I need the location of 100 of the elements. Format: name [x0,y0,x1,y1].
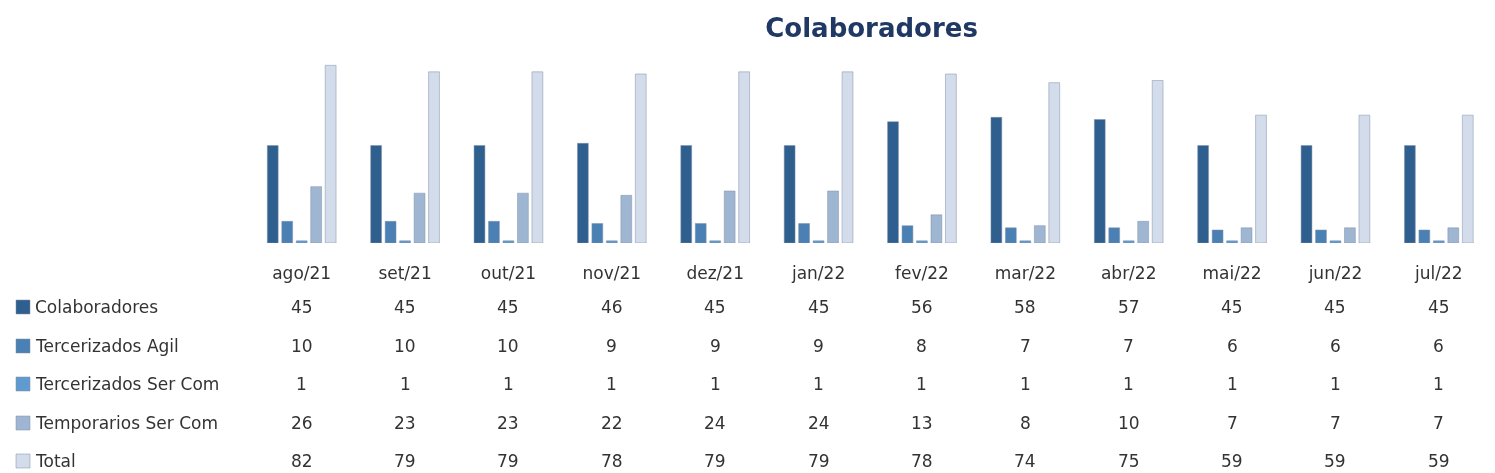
data-label: 8 [916,336,927,356]
bar [1226,240,1238,243]
bar [723,190,736,243]
data-label: 9 [606,336,617,356]
bar [1034,225,1046,243]
legend-label: Total [35,451,76,471]
data-label: 45 [1428,297,1450,317]
bar [620,195,632,243]
data-label: 1 [813,374,824,394]
data-label: 1 [710,374,721,394]
bar [517,192,529,243]
bar [1344,227,1356,243]
data-label: 74 [1014,451,1036,471]
data-label: 24 [704,413,726,433]
data-label: 9 [710,336,721,356]
bar [577,143,589,243]
bar [1447,227,1459,243]
data-label: 10 [291,336,313,356]
data-label: 45 [704,297,726,317]
x-tick-label: ago/21 [272,263,332,283]
bar [591,223,604,243]
bar [296,240,308,243]
data-label: 6 [1433,336,1444,356]
data-label: 46 [601,297,623,317]
data-label: 45 [808,297,830,317]
bar [1358,114,1371,243]
bar [1019,240,1031,243]
data-label: 1 [916,374,927,394]
bar [738,71,750,243]
bar [709,240,721,243]
x-tick-label: abr/22 [1100,263,1157,283]
x-tick-label: jun/22 [1307,263,1363,283]
data-label: 6 [1227,336,1238,356]
data-label: 59 [1221,451,1243,471]
data-label: 10 [394,336,416,356]
bar [1255,114,1267,243]
legend-label: Tercerizados Agil [35,336,179,356]
bar [488,221,500,243]
data-label: 10 [1118,413,1140,433]
bar [680,145,692,243]
bar [1462,114,1474,243]
data-label: 1 [400,374,411,394]
data-label: 24 [808,413,830,433]
bar [502,240,515,243]
data-label: 57 [1118,297,1140,317]
data-label: 7 [1123,336,1134,356]
data-label: 1 [1020,374,1031,394]
bar [1240,227,1253,243]
data-label: 1 [1330,374,1341,394]
data-label: 78 [601,451,623,471]
bar [901,225,914,243]
data-label: 45 [1324,297,1346,317]
legend-label: Temporarios Ser Com [35,413,218,433]
data-label: 1 [1123,374,1134,394]
x-tick-label: jan/22 [790,263,846,283]
bar [1151,80,1164,243]
bar [384,221,397,243]
bar [370,145,382,243]
data-label: 13 [911,413,933,433]
bar [399,240,411,243]
data-label: 8 [1020,413,1031,433]
bar [324,65,337,243]
data-label: 1 [1433,374,1444,394]
bar [1094,119,1106,243]
bar [635,73,647,243]
data-label: 59 [1324,451,1346,471]
bar [812,240,825,243]
x-tick-label: mar/22 [994,263,1056,283]
bar [1211,229,1224,243]
bar [916,240,928,243]
data-label: 26 [291,413,313,433]
bar [1315,229,1327,243]
bar [1404,145,1416,243]
data-label: 1 [606,374,617,394]
data-label: 9 [813,336,824,356]
data-label: 79 [497,451,519,471]
data-label: 79 [808,451,830,471]
data-label: 56 [911,297,933,317]
bar [887,121,899,243]
data-label: 10 [497,336,519,356]
bar [1418,229,1431,243]
bar [1329,240,1342,243]
x-tick-label: nov/21 [582,263,642,283]
bar [1048,82,1060,243]
bar [990,117,1003,243]
bar [281,221,293,243]
x-tick-label: jul/22 [1414,263,1463,283]
x-tick-label: set/21 [378,263,432,283]
bar [1433,240,1445,243]
legend-label: Colaboradores [35,297,159,317]
data-label: 45 [497,297,519,317]
x-tick-label: mai/22 [1202,263,1262,283]
data-label: 45 [291,297,313,317]
data-label: 6 [1330,336,1341,356]
bar [1137,221,1149,243]
bar [1108,227,1120,243]
data-label: 45 [1221,297,1243,317]
data-label: 79 [704,451,726,471]
bar [1300,145,1313,243]
data-label: 7 [1020,336,1031,356]
